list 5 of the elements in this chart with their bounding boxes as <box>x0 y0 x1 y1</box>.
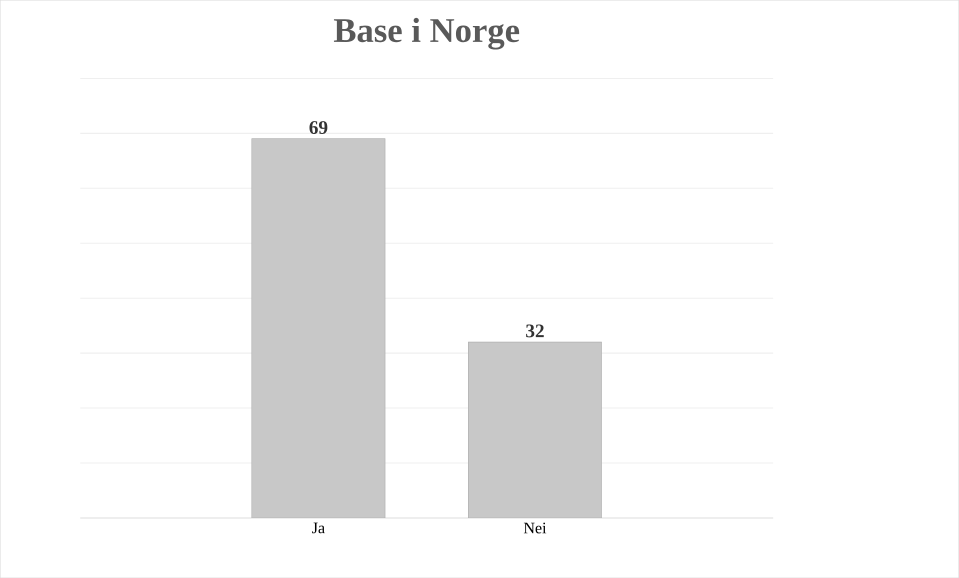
x-tick-label: Nei <box>524 522 546 534</box>
data-label: 69 <box>309 120 328 134</box>
chart-title: Base i Norge <box>334 18 520 50</box>
x-tick-label: Ja <box>312 522 325 534</box>
data-label: 32 <box>526 324 544 338</box>
